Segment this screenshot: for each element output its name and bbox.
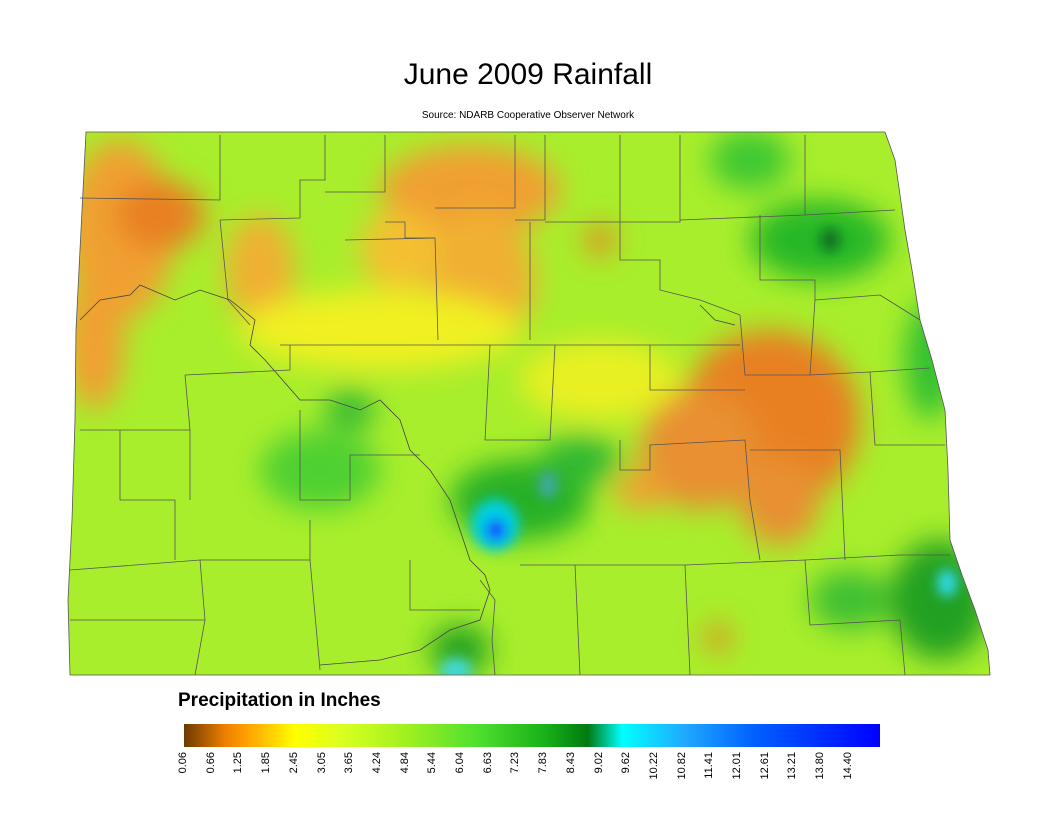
legend-tick-label: 6.04 <box>454 752 466 774</box>
legend-tick-label: 14.40 <box>841 752 854 780</box>
county-boundaries <box>67 131 991 676</box>
legend-tick-label: 7.83 <box>537 752 550 774</box>
legend-tick-label: 13.21 <box>786 752 799 780</box>
legend-tick-label: 10.22 <box>647 752 660 780</box>
precipitation-surface <box>68 132 990 675</box>
legend-tick-label: 11.41 <box>703 752 716 779</box>
legend-tick-label: 1.25 <box>232 752 245 774</box>
legend-tick-label: 7.23 <box>509 752 522 774</box>
legend-tick-label: 12.01 <box>731 752 743 780</box>
legend-title: Precipitation in Inches <box>178 690 381 711</box>
rivers <box>79 284 736 666</box>
legend-color-bar <box>184 724 880 747</box>
legend-tick-label: 1.85 <box>260 752 273 774</box>
legend-tick-label: 9.02 <box>592 752 605 774</box>
map-title: June 2009 Rainfall <box>403 58 653 91</box>
legend-tick-label: 3.05 <box>315 752 328 774</box>
map-subtitle: Source: NDARB Cooperative Observer Netwo… <box>421 110 635 121</box>
legend-tick-label: 13.80 <box>814 752 827 780</box>
legend-tick-label: 12.61 <box>758 752 771 780</box>
rainfall-map <box>67 131 991 676</box>
legend-tick-label: 0.66 <box>204 752 217 774</box>
legend-tick-label: 3.65 <box>343 752 356 774</box>
legend-tick-label: 4.84 <box>398 752 411 774</box>
legend-tick-label: 10.82 <box>675 752 688 780</box>
legend-tick-label: 4.24 <box>370 752 383 774</box>
legend-tick-label: 6.63 <box>481 752 494 774</box>
legend-tick-label: 2.45 <box>287 752 300 774</box>
legend-ticks: 0.06 0.66 1.25 1.85 2.45 3.05 3.65 4.24 4.84 5.44… <box>177 752 880 792</box>
legend-tick-label: 8.43 <box>564 752 577 774</box>
legend-tick-label: 5.44 <box>426 752 439 774</box>
legend-tick-label: 9.62 <box>620 752 633 774</box>
legend-tick-label: 0.06 <box>177 752 189 774</box>
